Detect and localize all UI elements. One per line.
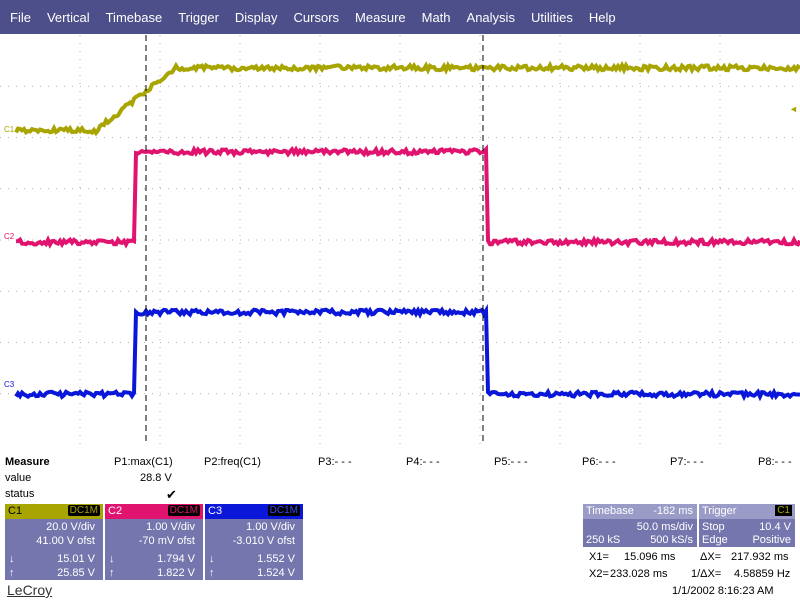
lecroy-logo: LeCroy [7,582,52,598]
param-p2-label[interactable]: P2:freq(C1) [204,456,261,468]
channel-name: C3 [208,505,222,517]
trigger-type: Edge [702,534,728,546]
param-p6-label[interactable]: P6:- - - [582,456,616,468]
menu-analysis[interactable]: Analysis [457,10,515,25]
timebase-label: Timebase [586,505,634,517]
param-p3-label[interactable]: P3:- - - [318,456,352,468]
timebase-delay: -182 ms [653,505,693,517]
param-p8-label[interactable]: P8:- - - [758,456,792,468]
trigger-mode: Stop [702,521,725,533]
channel-box-c2[interactable]: C2 DC1M 1.00 V/div -70 mV ofst ↓ 1.794 V … [105,504,203,580]
trigger-level: 10.4 V [759,521,791,533]
channel-box-c3[interactable]: C3 DC1M 1.00 V/div -3.010 V ofst ↓ 1.552 … [205,504,303,580]
c3-up: 1.524 V [257,567,295,579]
menu-display[interactable]: Display [225,10,278,25]
timebase-box[interactable]: Timebase -182 ms 50.0 ms/div 250 kS 500 … [583,504,697,547]
timebase-rate: 500 kS/s [650,534,693,546]
menu-timebase[interactable]: Timebase [96,10,163,25]
c3-trace [16,310,800,397]
waveform-display[interactable]: C1 C2 C3 ◄ [0,35,800,445]
menu-bar: File Vertical Timebase Trigger Display C… [0,0,800,34]
cursor-x1-value: 15.096 ms [624,551,675,563]
measure-title[interactable]: Measure [5,456,50,468]
down-arrow-icon: ↓ [9,553,15,565]
trigger-level-marker: ◄ [789,104,798,114]
measure-row-value: value [5,472,31,484]
c3-vdiv: 1.00 V/div [246,521,295,533]
param-p7-label[interactable]: P7:- - - [670,456,704,468]
cursor-inv-value: 4.58859 Hz [734,568,790,580]
param-p5-label[interactable]: P5:- - - [494,456,528,468]
channel-box-c1[interactable]: C1 DC1M 20.0 V/div 41.00 V ofst ↓ 15.01 V… [5,504,103,580]
cursor-dx-label: ΔX= [700,551,721,563]
channel-header: C3 DC1M [205,504,303,519]
trigger-header: Trigger C1 [699,504,795,519]
c3-label: C3 [4,380,15,389]
menu-vertical[interactable]: Vertical [37,10,90,25]
timebase-header: Timebase -182 ms [583,504,697,519]
up-arrow-icon: ↑ [209,567,215,579]
waveforms [16,65,800,396]
param-p1-value: 28.8 V [140,472,172,484]
cursor-inv-label: 1/ΔX= [691,568,721,580]
menu-file[interactable]: File [0,10,31,25]
trigger-source-badge: C1 [775,505,792,516]
c2-offset: -70 mV ofst [139,535,195,547]
param-p1-status: ✔ [166,487,177,503]
cursor-dx-value: 217.932 ms [731,551,788,563]
trigger-label: Trigger [702,505,736,517]
param-p1-label[interactable]: P1:max(C1) [114,456,173,468]
down-arrow-icon: ↓ [109,553,115,565]
c2-down: 1.794 V [157,553,195,565]
channel-header: C1 DC1M [5,504,103,519]
menu-measure[interactable]: Measure [345,10,406,25]
coupling-badge: DC1M [68,505,100,516]
c1-offset: 41.00 V ofst [36,535,95,547]
date-time: 1/1/2002 8:16:23 AM [672,585,774,597]
menu-utilities[interactable]: Utilities [521,10,573,25]
menu-math[interactable]: Math [412,10,451,25]
channel-name: C2 [108,505,122,517]
cursor-x2-label: X2= [589,568,609,580]
cursor-x2-value: 233.028 ms [610,568,667,580]
timebase-samples: 250 kS [586,534,620,546]
menu-trigger[interactable]: Trigger [168,10,219,25]
up-arrow-icon: ↑ [109,567,115,579]
up-arrow-icon: ↑ [9,567,15,579]
coupling-badge: DC1M [268,505,300,516]
c1-vdiv: 20.0 V/div [46,521,95,533]
trigger-box[interactable]: Trigger C1 Stop 10.4 V Edge Positive [699,504,795,547]
c3-offset: -3.010 V ofst [233,535,295,547]
timebase-tdiv: 50.0 ms/div [637,521,693,533]
menu-help[interactable]: Help [579,10,616,25]
c2-label: C2 [4,232,15,241]
c3-down: 1.552 V [257,553,295,565]
menu-cursors[interactable]: Cursors [284,10,340,25]
c2-vdiv: 1.00 V/div [146,521,195,533]
measure-row-status: status [5,488,34,500]
down-arrow-icon: ↓ [209,553,215,565]
c1-label: C1 [4,125,15,134]
trigger-slope: Positive [752,534,791,546]
param-p4-label[interactable]: P4:- - - [406,456,440,468]
channel-header: C2 DC1M [105,504,203,519]
c1-down: 15.01 V [57,553,95,565]
cursor-x1-label: X1= [589,551,609,563]
c2-trace [16,149,800,244]
c1-up: 25.85 V [57,567,95,579]
c1-trace [16,65,800,133]
coupling-badge: DC1M [168,505,200,516]
c2-up: 1.822 V [157,567,195,579]
channel-name: C1 [8,505,22,517]
